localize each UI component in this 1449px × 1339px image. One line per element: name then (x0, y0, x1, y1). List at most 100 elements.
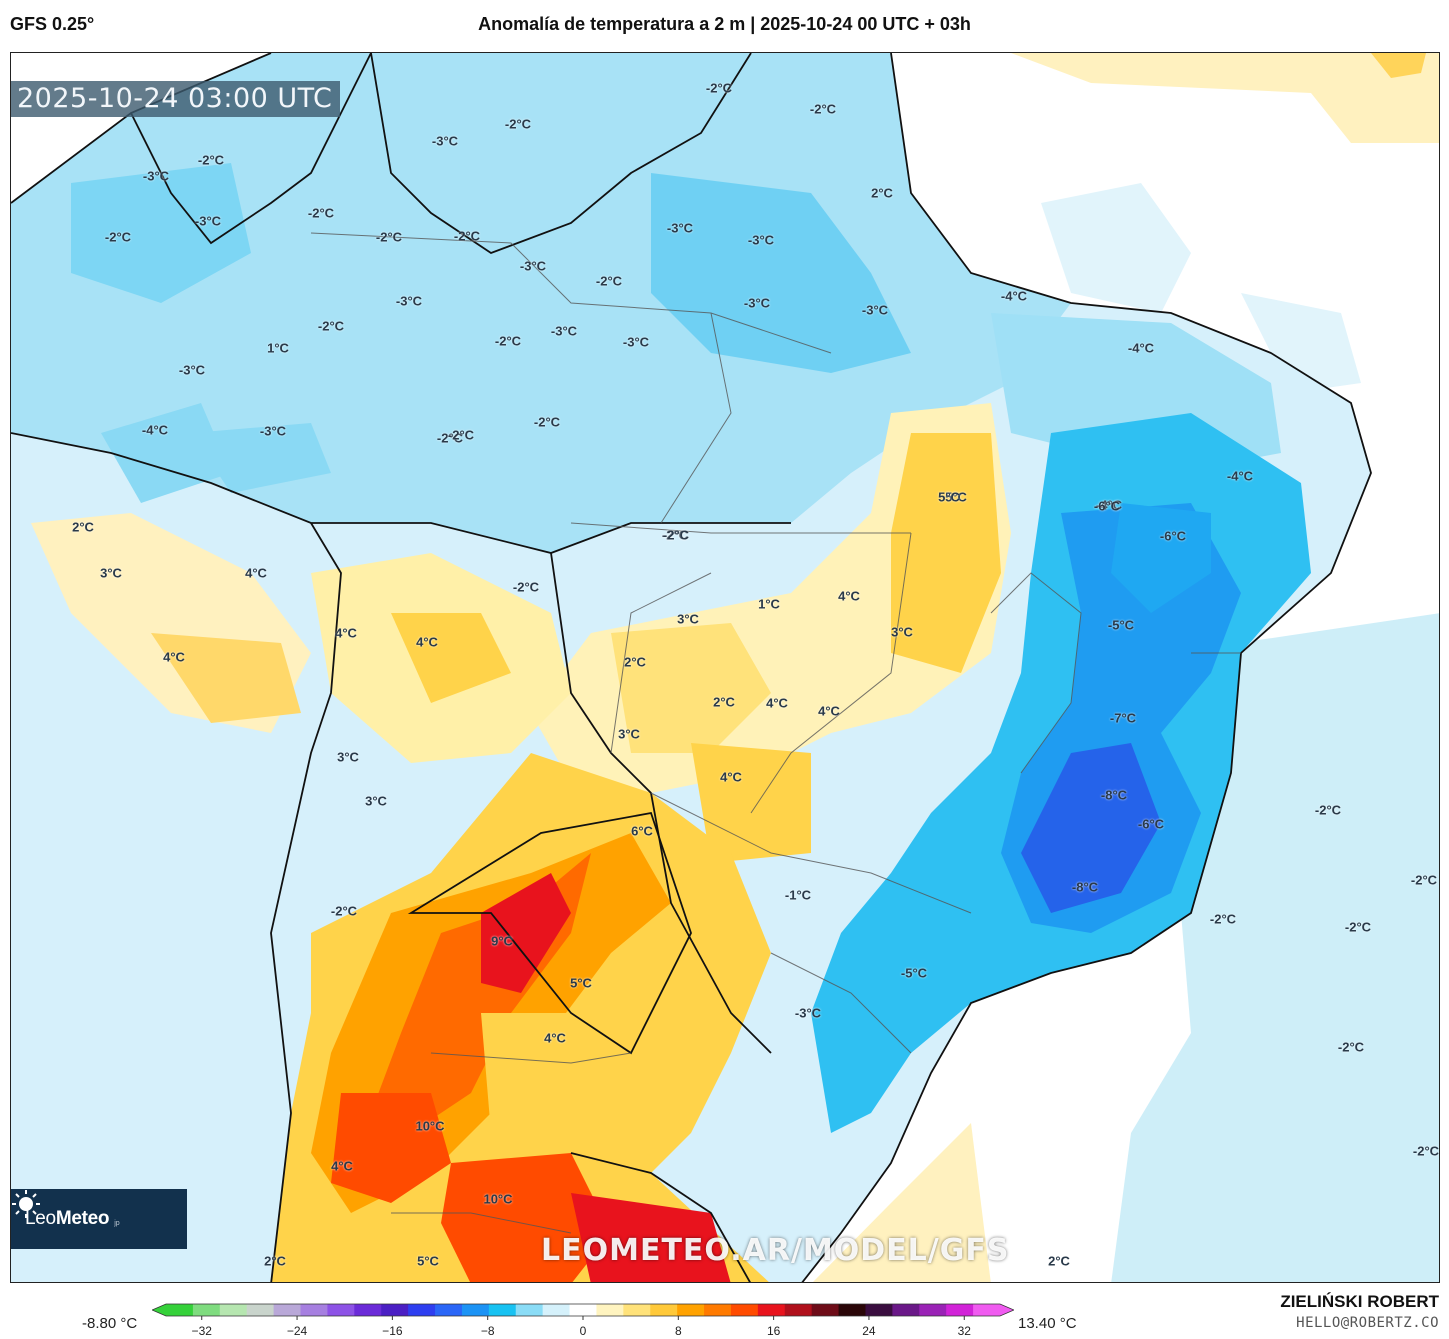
south-hottest-south (571, 1193, 731, 1282)
colorbar-segment (757, 1304, 786, 1316)
anomaly-label: 2°C (1048, 1253, 1070, 1269)
anomaly-label: 4°C (818, 703, 840, 719)
anomaly-label: -4°C (141, 422, 169, 438)
anomaly-label: 10°C (415, 1118, 445, 1134)
west-cool-patch-3 (191, 423, 331, 493)
border-paraguay (407, 811, 692, 1055)
colorbar-min-label: -8.80 °C (82, 1315, 138, 1332)
anomaly-label: -6°C (1137, 816, 1165, 832)
central-warm-patch (611, 623, 771, 753)
ocean-anomaly-warm-north (1011, 53, 1439, 143)
anomaly-label: 3°C (365, 793, 387, 809)
anomaly-label: -2°C (595, 273, 623, 289)
anomaly-label: -2°C (661, 527, 689, 543)
central-warm-north (891, 433, 1001, 673)
sun-icon (12, 1190, 40, 1218)
colorbar-segment (811, 1304, 840, 1316)
anomaly-label: -2°C (453, 228, 481, 244)
anomaly-label: -2°C (533, 414, 561, 430)
bolivia-warm-core (391, 613, 511, 703)
colorbar-segment (542, 1304, 571, 1316)
south-warm-interior (481, 1013, 571, 1133)
anomaly-label: 4°C (838, 588, 860, 604)
colorbar-max-label: 13.40 °C (1018, 1315, 1077, 1332)
anomaly-label: -2°C (705, 80, 733, 96)
anomaly-label: -5°C (900, 965, 928, 981)
anomaly-label: -2°C (512, 579, 540, 595)
state-border-11 (391, 1212, 572, 1234)
anomaly-label: -3°C (743, 295, 771, 311)
state-border-1 (310, 232, 832, 354)
anomaly-label: -2°C (494, 333, 522, 349)
anomaly-label: 4°C (245, 565, 267, 581)
anomaly-label: -3°C (259, 423, 287, 439)
logo-suffix: jp (114, 1219, 120, 1227)
colorbar-outline (152, 1303, 1014, 1317)
colorbar-segment (919, 1304, 947, 1316)
colorbar-tick-label: 16 (766, 1324, 781, 1338)
anomaly-label: -4°C (1095, 497, 1123, 513)
anomaly-label: 2°C (871, 185, 893, 201)
state-border-4 (750, 532, 912, 814)
state-border-7 (650, 792, 972, 914)
map-area[interactable]: 2025-10-24 03:00 UTC -2°C -2°C -3°C -2°C -3°… (10, 52, 1440, 1283)
colorbar-segment (246, 1304, 275, 1316)
colorbar-segment (838, 1304, 866, 1316)
colorbar-segment (408, 1304, 436, 1316)
amazon-cooler-patch (651, 173, 911, 373)
anomaly-label: 3°C (337, 749, 359, 765)
state-border-10 (430, 1052, 632, 1064)
state-border-3 (660, 312, 732, 524)
colorbar-segment (946, 1304, 974, 1316)
anomaly-label: -3°C (550, 323, 578, 339)
anomaly-label: 3°C (891, 624, 913, 640)
colorbar-segment (435, 1304, 463, 1316)
anomaly-label: -2°C (504, 116, 532, 132)
anomaly-label: -5°C (1107, 617, 1135, 633)
anomaly-map-svg (11, 53, 1439, 1282)
anomaly-label: 2°C (264, 1253, 286, 1269)
anomaly-label: 5°C (945, 489, 967, 505)
anomaly-label: -8°C (1100, 787, 1128, 803)
watermark-url: LEOMETEO.AR/MODEL/GFS (541, 1233, 1010, 1268)
ocean-anomaly-cool-ne (1241, 293, 1361, 393)
border-uruguay (570, 1152, 751, 1282)
colorbar-tick-label: 0 (579, 1324, 587, 1338)
anomaly-label: -3°C (395, 293, 423, 309)
anomaly-label: -2°C (809, 101, 837, 117)
author-email[interactable]: HELLO@ROBERTZ.CO (1296, 1315, 1439, 1331)
colorbar-tick-label: −16 (382, 1324, 403, 1338)
colorbar-scale (152, 1303, 1014, 1320)
colorbar-min-arrow (152, 1304, 166, 1316)
anomaly-label: -3°C (794, 1005, 822, 1021)
northeast-cold-core (1111, 503, 1211, 613)
anomaly-label: -2°C (307, 205, 335, 221)
anomaly-label: -1°C (784, 887, 812, 903)
anomaly-label: -3°C (861, 302, 889, 318)
colorbar-segment (515, 1304, 544, 1316)
border-colombia (130, 53, 372, 245)
colorbar-segment (300, 1304, 328, 1316)
ocean-anomaly-cool-north (1041, 183, 1191, 313)
anomaly-label: -3°C (431, 133, 459, 149)
anomaly-label: -2°C (1412, 1143, 1440, 1159)
ocean-anomaly-warm-spot (1371, 53, 1426, 78)
colorbar-segment (166, 1304, 194, 1316)
colorbar-segment (677, 1304, 705, 1316)
colorbar: -8.80 °C −32 −24 −16 −8 0 8 16 24 32 13.40 °C (0, 1290, 1449, 1339)
anomaly-label: -2°C (436, 430, 464, 446)
anomaly-label: 5°C (417, 1253, 439, 1269)
anomaly-label: 3°C (618, 726, 640, 742)
anomaly-label: -2°C (197, 152, 225, 168)
colorbar-segment (327, 1304, 355, 1316)
timestamp-label: 2025-10-24 03:00 UTC (11, 81, 341, 117)
state-borders (310, 232, 1241, 1234)
colorbar-segment (623, 1304, 651, 1316)
anomaly-label: -2°C (104, 229, 132, 245)
logo-wordmark: LeoMeteo (25, 1208, 110, 1229)
west-cool-patch-2 (101, 403, 231, 503)
andes-warm-core (151, 633, 301, 723)
state-border-2 (570, 522, 911, 534)
anomaly-label: 4°C (544, 1030, 566, 1046)
leometeo-logo[interactable]: LeoMeteo jp (11, 1189, 187, 1249)
